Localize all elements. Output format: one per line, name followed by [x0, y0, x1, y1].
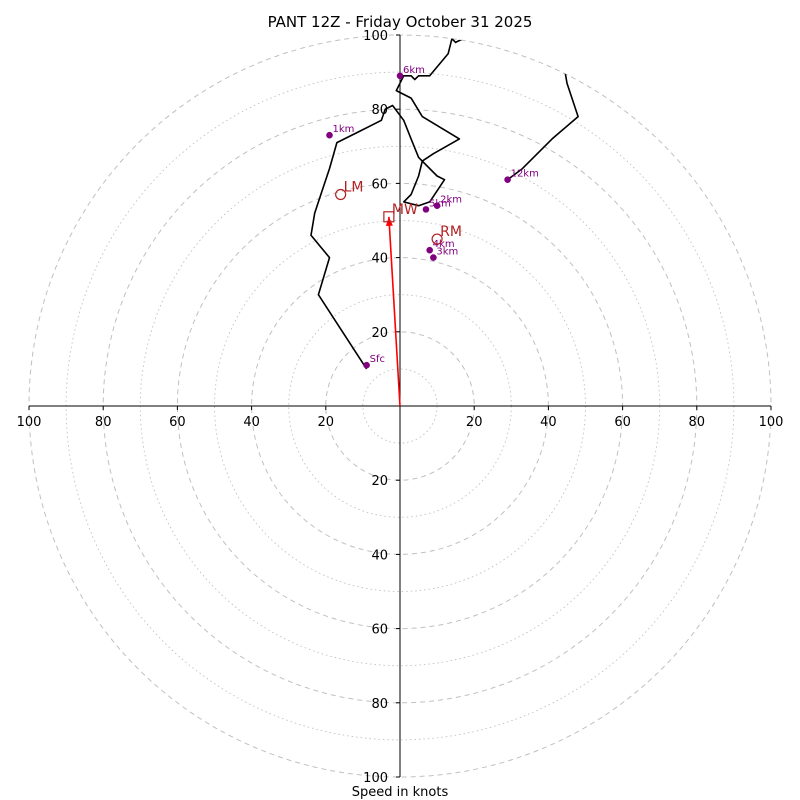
mean-wind-vector	[385, 216, 401, 407]
x-tick-label: 20	[318, 415, 335, 430]
hodograph-trace	[310, 35, 579, 370]
storm-motion-marker	[431, 233, 443, 245]
x-tick-label: 60	[169, 415, 186, 430]
height-marker	[396, 72, 404, 80]
x-tick-label: 100	[759, 415, 784, 430]
y-tick-label: 20	[371, 474, 388, 489]
height-marker-label: 4km	[433, 239, 455, 250]
x-tick-label: 60	[614, 415, 631, 430]
y-tick-label: 80	[371, 697, 388, 712]
height-marker	[363, 361, 370, 369]
height-marker	[504, 176, 511, 183]
hodograph-line	[310, 35, 579, 370]
height-marker-label: 5km	[429, 198, 451, 209]
height-marker	[433, 202, 441, 209]
y-tick-label: 100	[363, 29, 388, 44]
height-marker-label: Sfc	[370, 354, 385, 365]
y-tick-label: 100	[363, 771, 388, 786]
y-tick-label: 20	[371, 326, 388, 341]
storm-motion-label: LM	[344, 180, 364, 196]
height-marker-label: 12km	[511, 169, 539, 180]
y-tick-label: 40	[371, 548, 388, 563]
x-axis-label: Speed in knots	[352, 785, 449, 800]
height-marker	[422, 206, 430, 213]
x-tick-label: 40	[243, 415, 260, 430]
tick-labels: 2020202040404040606060608080808010010010…	[17, 29, 784, 786]
chart-title: PANT 12Z - Friday October 31 2025	[268, 13, 533, 31]
height-marker-label: 6km	[403, 65, 425, 76]
y-tick-label: 60	[371, 623, 388, 638]
y-tick-label: 40	[371, 252, 388, 267]
mean-wind-line	[388, 216, 401, 407]
storm-motion-marker	[335, 188, 347, 201]
storm-motion-label: MW	[392, 202, 418, 218]
mean-wind-marker	[383, 211, 395, 223]
height-marker	[430, 254, 437, 261]
height-marker	[426, 246, 433, 254]
x-tick-label: 80	[95, 415, 112, 430]
height-marker	[326, 131, 333, 139]
x-tick-label: 20	[466, 415, 483, 430]
height-marker-label: 2km	[440, 195, 462, 206]
x-tick-label: 100	[17, 415, 42, 430]
height-marker-label: 1km	[333, 124, 355, 135]
storm-motion-label: RM	[440, 224, 462, 240]
x-tick-label: 80	[689, 415, 706, 430]
y-tick-label: 60	[371, 177, 388, 192]
storm-motion-markers: LM RM MW	[335, 180, 462, 245]
x-tick-label: 40	[540, 415, 557, 430]
height-marker-label: 3km	[436, 247, 458, 258]
